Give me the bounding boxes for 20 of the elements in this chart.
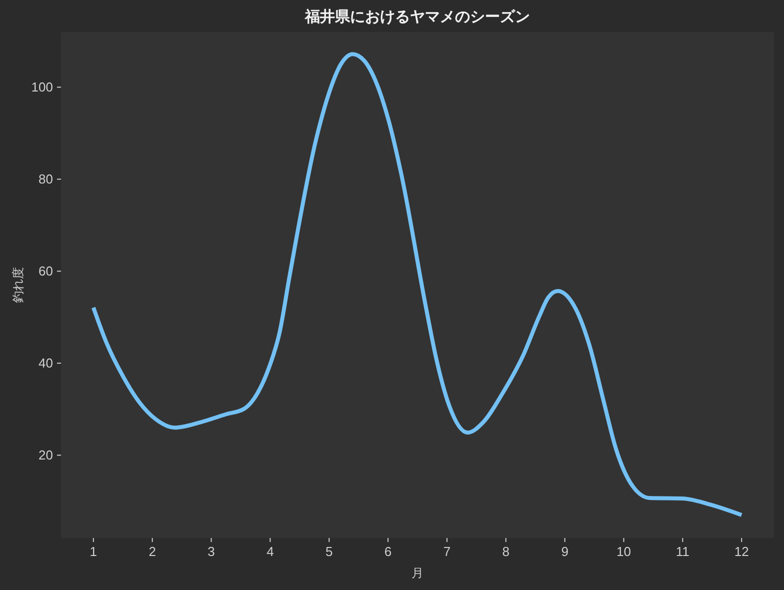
x-tick-label: 8 [502, 544, 510, 559]
x-tick-label: 6 [384, 544, 392, 559]
x-tick-label: 9 [561, 544, 568, 559]
x-tick-label: 2 [148, 544, 156, 559]
x-tick-label: 7 [443, 544, 451, 559]
x-tick-label: 10 [616, 544, 631, 559]
y-tick-label: 60 [38, 264, 53, 279]
x-tick-label: 12 [734, 544, 749, 559]
x-tick-label: 5 [326, 544, 333, 559]
x-axis-title: 月 [412, 566, 424, 580]
y-tick-label: 100 [31, 80, 53, 95]
x-tick-label: 1 [90, 544, 98, 559]
x-tick-label: 3 [208, 544, 215, 559]
y-axis-title: 釣れ度 [11, 267, 25, 303]
y-tick-label: 40 [38, 356, 53, 371]
y-tick-label: 20 [38, 448, 53, 463]
x-tick-label: 4 [266, 544, 274, 559]
y-tick-label: 80 [38, 172, 53, 187]
x-tick-label: 11 [676, 544, 690, 559]
title: 福井県におけるヤマメのシーズン [305, 8, 530, 26]
